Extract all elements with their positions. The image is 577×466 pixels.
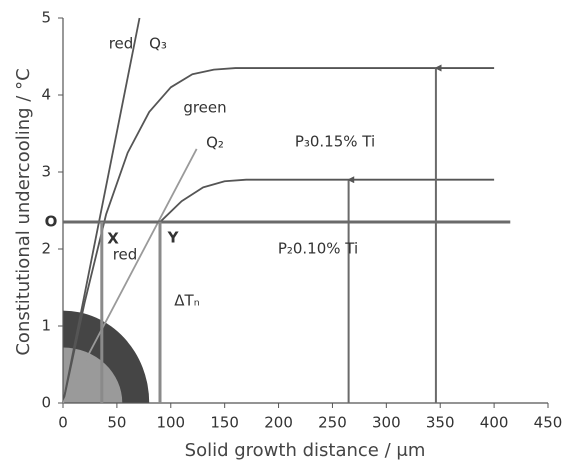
curve <box>62 148 198 404</box>
annotation: green <box>183 99 226 117</box>
x-tick-label: 300 <box>372 414 401 432</box>
x-tick-label: 150 <box>210 414 239 432</box>
x-axis-label: Solid growth distance / μm <box>185 440 426 461</box>
curve <box>62 67 495 404</box>
y-tick-label: 1 <box>41 317 51 335</box>
y-tick-label: 2 <box>41 240 51 258</box>
x-tick-label: 50 <box>107 414 126 432</box>
curve <box>159 178 495 223</box>
annotation: red <box>113 246 138 264</box>
annotation: Q₃ <box>149 35 167 53</box>
y-tick-label: 4 <box>41 86 51 104</box>
curve <box>62 17 141 404</box>
annotation: Y <box>167 229 180 247</box>
x-tick-label: 250 <box>318 414 347 432</box>
region <box>63 347 123 403</box>
x-tick-label: 200 <box>264 414 293 432</box>
annotation: red <box>109 35 134 53</box>
x-tick-label: 100 <box>156 414 185 432</box>
annotation: P₂0.10% Ti <box>278 240 358 258</box>
y-axis-label: Constitutional undercooling / °C <box>13 68 34 355</box>
annotation: O <box>45 213 58 231</box>
x-tick-label: 350 <box>426 414 455 432</box>
annotation: P₃0.15% Ti <box>295 133 375 151</box>
y-tick-label: 0 <box>41 394 51 412</box>
annotation: Q₂ <box>206 134 224 152</box>
annotation: X <box>107 230 119 248</box>
x-tick-label: 0 <box>58 414 68 432</box>
y-tick-label: 5 <box>41 9 51 27</box>
x-tick-label: 400 <box>480 414 509 432</box>
annotation: ΔTₙ <box>174 292 199 310</box>
x-tick-label: 450 <box>534 414 563 432</box>
y-tick-label: 3 <box>41 163 51 181</box>
